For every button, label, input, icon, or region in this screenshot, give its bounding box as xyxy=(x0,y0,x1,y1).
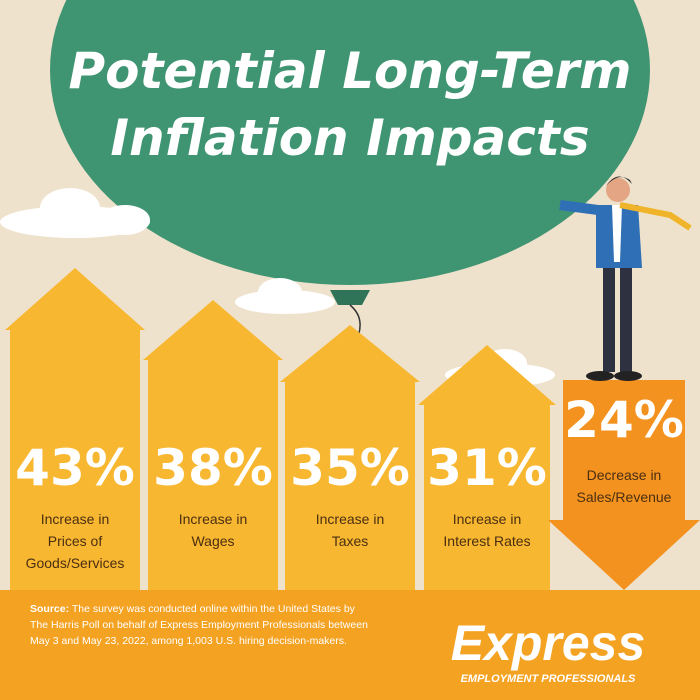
source-line: May 3 and May 23, 2022, among 1,003 U.S.… xyxy=(30,635,347,647)
item-label: Decrease in xyxy=(587,467,662,483)
item-label: Prices of xyxy=(48,533,103,549)
percent: 43% xyxy=(15,439,135,497)
source-text: The survey was conducted online within t… xyxy=(72,603,356,615)
logo-tagline: EMPLOYMENT PROFESSIONALS xyxy=(461,673,636,685)
percent: 35% xyxy=(290,439,410,497)
item-label: Interest Rates xyxy=(443,533,530,549)
item-label: Increase in xyxy=(41,511,109,527)
item-label: Taxes xyxy=(332,533,369,549)
item-label: Increase in xyxy=(316,511,384,527)
item-label: Goods/Services xyxy=(26,555,125,571)
source-lead: Source: xyxy=(30,603,69,615)
arrows xyxy=(5,268,700,590)
businessman xyxy=(559,176,692,381)
item-label: Sales/Revenue xyxy=(577,489,672,505)
balloon xyxy=(50,0,650,285)
logo-name: Express xyxy=(451,615,646,671)
items: 43% Increase in Prices of Goods/Services 38%… xyxy=(15,391,684,571)
title-line: Inflation Impacts xyxy=(110,109,589,167)
item-label: Increase in xyxy=(453,511,521,527)
source-line: The Harris Poll on behalf of Express Emp… xyxy=(30,619,368,631)
footer-band xyxy=(0,590,700,700)
percent: 24% xyxy=(564,391,684,449)
title-line: Potential Long-Term xyxy=(68,42,631,100)
balloon-knot xyxy=(330,290,370,305)
percent: 31% xyxy=(427,439,547,497)
percent: 38% xyxy=(153,439,273,497)
item-label: Wages xyxy=(191,533,234,549)
item-label: Increase in xyxy=(179,511,247,527)
source-line: Source: The survey was conducted online … xyxy=(30,603,356,615)
